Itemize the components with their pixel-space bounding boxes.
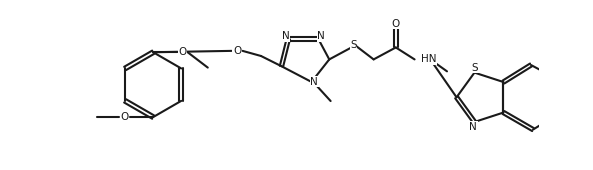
Text: O: O (178, 47, 186, 57)
Text: O: O (120, 112, 128, 122)
Text: N: N (469, 122, 477, 132)
Text: N: N (282, 31, 289, 41)
Text: S: S (350, 40, 357, 50)
Text: O: O (392, 19, 400, 29)
Text: N: N (310, 77, 318, 87)
Text: S: S (472, 63, 479, 73)
Text: O: O (233, 46, 241, 56)
Text: N: N (317, 31, 325, 41)
Text: HN: HN (422, 54, 437, 64)
